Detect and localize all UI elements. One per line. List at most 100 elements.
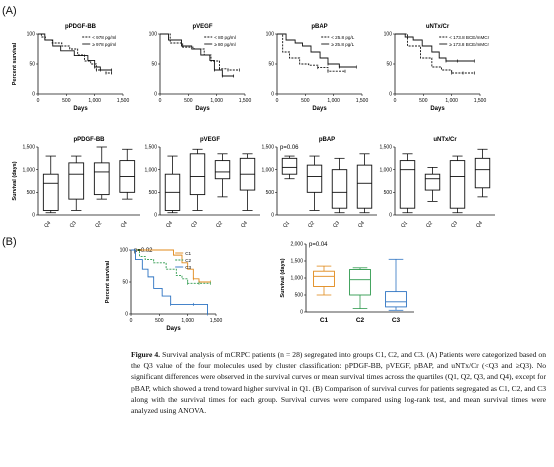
y-tick-label: 0	[125, 312, 128, 318]
chart-2: pBAP 0 50 100 0 500 1,000 1,500 Days < 25.8 pg/L ≥…	[266, 24, 369, 112]
x-tick-label: 0	[159, 98, 162, 104]
x-tick-label: 500	[155, 318, 164, 324]
y-tick-label: 0	[271, 92, 274, 98]
series-line-1	[277, 33, 357, 68]
caption-text: Survival analysis of mCRPC patients (n =…	[131, 350, 547, 416]
box-body	[93, 162, 110, 196]
series-line-1	[38, 33, 112, 71]
legend-label: ≥ 978 pg/ml	[92, 42, 116, 47]
y-tick-label: 1,500	[261, 145, 274, 151]
category-label: Q1	[282, 220, 291, 229]
category-label: Q4	[43, 220, 52, 229]
y-tick-label: 100	[27, 32, 36, 38]
category-label: Q2	[215, 220, 224, 229]
x-tick-label: 1,000	[210, 98, 223, 104]
panel-label-b: (B)	[2, 236, 17, 248]
legend-label: < 80 pg/ml	[214, 35, 236, 40]
category-label: Q2	[307, 220, 316, 229]
y-tick-label: 1,000	[379, 167, 392, 173]
y-tick-label: 0	[32, 213, 35, 219]
chart-title: pPDGF-BB	[74, 137, 106, 143]
x-tick-label: 1,000	[88, 98, 101, 104]
y-tick-label: 500	[295, 293, 304, 299]
category-label: C3	[392, 317, 401, 324]
chart-6: pBAP p=0.06 0 500 1,000 1,500 Q1 Q2 Q3 Q4	[261, 137, 377, 229]
chart-7: uNTx/Cr 0 500 1,000 1,500 Q1 Q2 Q3 Q4	[379, 137, 495, 229]
legend-label: C3	[185, 265, 191, 270]
chart-title: uNTx/Cr	[433, 137, 457, 143]
category-label: Q2	[94, 220, 103, 229]
y-tick-label: 0	[300, 310, 303, 316]
x-tick-label: 1,000	[445, 98, 458, 104]
x-tick-label: 1,000	[327, 98, 340, 104]
chart-title: uNTx/Cr	[426, 24, 450, 30]
legend-label: < 173.8 BCE/mMCr	[449, 35, 489, 40]
x-tick-label: 500	[184, 98, 193, 104]
x-tick-label: 500	[419, 98, 428, 104]
category-label: Q4	[475, 220, 484, 229]
y-tick-label: 0	[389, 213, 392, 219]
category-label: C2	[356, 317, 365, 324]
y-tick-label: 1,000	[22, 167, 35, 173]
legend-label: ≥ 25.8 pg/L	[331, 42, 354, 47]
y-axis-label: Percent survival	[105, 260, 111, 303]
y-tick-label: 500	[27, 190, 36, 196]
y-tick-label: 50	[151, 62, 157, 68]
box-body	[42, 173, 59, 211]
y-tick-label: 50	[29, 62, 35, 68]
chart-9: p=0.04 0 500 1,000 1,500 2,000 Survival (days)…	[280, 242, 414, 324]
y-tick-label: 100	[120, 248, 129, 254]
y-tick-label: 500	[149, 190, 158, 196]
x-tick-label: 1,500	[210, 318, 223, 324]
y-tick-label: 1,000	[144, 167, 157, 173]
series-line-0	[160, 33, 240, 71]
y-tick-label: 1,500	[290, 259, 303, 265]
category-label: Q3	[332, 220, 341, 229]
legend-label: ≥ 173.8 BCE/mMCr	[449, 42, 489, 47]
box-body	[68, 162, 85, 200]
category-label: Q4	[165, 220, 174, 229]
y-tick-label: 1,500	[22, 145, 35, 151]
category-label: Q4	[357, 220, 366, 229]
box-body	[281, 157, 298, 175]
legend-label: < 978 pg/ml	[92, 35, 116, 40]
box-body	[356, 164, 373, 209]
box-body	[331, 169, 348, 209]
y-tick-label: 100	[384, 32, 393, 38]
x-tick-label: 0	[37, 98, 40, 104]
chart-title: pVEGF	[192, 24, 212, 30]
x-axis-label: Days	[166, 326, 181, 332]
y-tick-label: 0	[389, 92, 392, 98]
chart-4: pPDGF-BB 0 500 1,000 1,500 Survival (days) Q4 Q…	[12, 137, 140, 229]
series-line-2	[131, 249, 208, 314]
x-tick-label: 1,500	[356, 98, 369, 104]
category-label: Q2	[425, 220, 434, 229]
y-tick-label: 50	[122, 280, 128, 286]
x-axis-label: Days	[195, 106, 210, 112]
box-body	[306, 164, 323, 193]
category-label: Q3	[450, 220, 459, 229]
series-line-0	[131, 249, 211, 283]
y-tick-label: 1,000	[261, 167, 274, 173]
legend-label: ≥ 80 pg/ml	[214, 42, 235, 47]
caption-label: Figure 4.	[131, 350, 161, 359]
category-label: Q4	[240, 220, 249, 229]
category-label: Q3	[190, 220, 199, 229]
category-label: Q3	[69, 220, 78, 229]
x-tick-label: 0	[130, 318, 133, 324]
x-tick-label: 0	[394, 98, 397, 104]
category-label: Q1	[400, 220, 409, 229]
x-tick-label: 1,000	[181, 318, 194, 324]
chart-title: pBAP	[311, 24, 327, 30]
y-tick-label: 0	[154, 92, 157, 98]
series-line-1	[160, 33, 234, 77]
box-body	[424, 173, 441, 191]
y-tick-label: 50	[268, 62, 274, 68]
x-axis-label: Days	[73, 106, 88, 112]
figure-caption: Figure 4. Survival analysis of mCRPC pat…	[131, 349, 546, 416]
legend-label: < 25.8 pg/L	[331, 35, 355, 40]
x-axis-label: Days	[312, 106, 327, 112]
chart-5: pVEGF 0 500 1,000 1,500 Q4 Q3 Q2 Q4	[144, 137, 260, 229]
x-axis-label: Days	[430, 106, 445, 112]
